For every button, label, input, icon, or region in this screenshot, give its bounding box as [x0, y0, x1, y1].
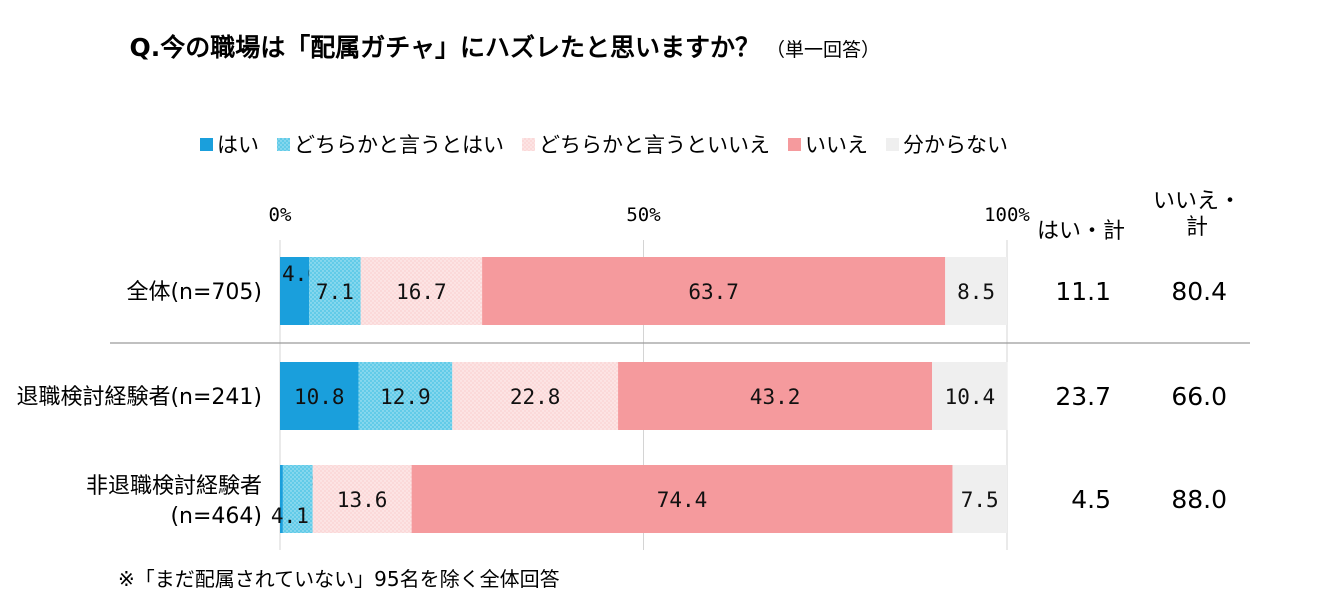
bar-label-1-2: 22.8: [510, 385, 561, 409]
bar-0-2: [360, 257, 483, 325]
chart-title: Q.今の職場は「配属ガチャ」にハズレたと思いますか？: [129, 33, 760, 62]
legend-swatch-1: [277, 138, 290, 151]
summary-headers: はい・計 いいえ・計: [1037, 189, 1241, 244]
legend-label-0: はい: [217, 133, 259, 157]
summary-value-0-1: 80.4: [1171, 277, 1227, 306]
bar-label-2-1: 4.1: [271, 504, 309, 528]
bars: 4.07.116.763.78.510.812.922.843.210.40.4…: [271, 257, 1008, 533]
x-tick-label-0: 0%: [269, 204, 292, 226]
bar-1-3: [618, 362, 933, 430]
bar-1-2: [452, 362, 619, 430]
summary-header-0-0: はい・計: [1037, 219, 1125, 244]
bar-label-0-4: 8.5: [957, 280, 995, 304]
x-tick-label-1: 50%: [626, 204, 661, 226]
legend-swatch-3: [788, 138, 801, 151]
category-label-1-0: 退職検討経験者(n=241): [16, 385, 262, 410]
bar-0-4: [945, 257, 1007, 325]
summary-value-0-0: 11.1: [1055, 277, 1111, 306]
bar-2-3: [411, 465, 953, 533]
category-labels: 全体(n=705) 退職検討経験者(n=241) 非退職検討経験者 (n=464): [16, 280, 262, 529]
bar-1-1: [358, 362, 453, 430]
bar-2-1: [282, 465, 313, 533]
bar-label-0-3: 63.7: [688, 280, 739, 304]
bar-label-1-1: 12.9: [380, 385, 431, 409]
summary-header-1-0: いいえ・: [1153, 189, 1241, 214]
bar-0-3: [482, 257, 946, 325]
summary-value-2-1: 88.0: [1171, 485, 1227, 514]
category-label-0-0: 全体(n=705): [126, 280, 262, 305]
x-axis-ticks: 0% 50% 100%: [269, 204, 1031, 226]
legend-label-3: いいえ: [805, 133, 868, 157]
category-label-2-0: 非退職検討経験者: [86, 474, 262, 499]
summary-value-2-0: 4.5: [1071, 485, 1111, 514]
bar-label-1-3: 43.2: [750, 385, 801, 409]
summary-value-1-1: 66.0: [1171, 382, 1227, 411]
bar-2-0: [280, 465, 283, 533]
bar-0-1: [309, 257, 361, 325]
summary-value-1-0: 23.7: [1055, 382, 1111, 411]
legend: はい どちらかと言うとはい どちらかと言うといいえ いいえ 分からない: [200, 133, 1008, 157]
summary-values: 11.1 80.4 23.7 66.0 4.5 88.0: [1055, 277, 1227, 514]
bar-label-2-2: 13.6: [337, 488, 388, 512]
x-tick-label-2: 100%: [984, 204, 1030, 226]
legend-label-4: 分からない: [903, 133, 1008, 157]
chart-subtitle: （単一回答）: [766, 39, 880, 61]
bar-2-4: [952, 465, 1007, 533]
bar-0-0: [280, 257, 310, 325]
bar-label-2-4: 7.5: [961, 488, 999, 512]
footnote: ※「まだ配属されていない」95名を除く全体回答: [118, 567, 560, 591]
bar-label-1-4: 10.4: [945, 385, 996, 409]
bar-1-0: [280, 362, 359, 430]
summary-header-1-1: 計: [1186, 215, 1208, 240]
bar-2-2: [312, 465, 412, 533]
legend-swatch-4: [886, 138, 899, 151]
bar-1-4: [932, 362, 1008, 430]
bar-label-1-0: 10.8: [294, 385, 345, 409]
bar-label-0-1: 7.1: [316, 280, 354, 304]
legend-swatch-0: [200, 138, 213, 151]
legend-label-2: どちらかと言うといいえ: [539, 133, 770, 157]
category-label-2-1: (n=464): [170, 504, 262, 529]
legend-label-1: どちらかと言うとはい: [294, 133, 504, 157]
bar-label-0-2: 16.7: [396, 280, 447, 304]
bar-label-2-3: 74.4: [657, 488, 708, 512]
legend-swatch-2: [522, 138, 535, 151]
